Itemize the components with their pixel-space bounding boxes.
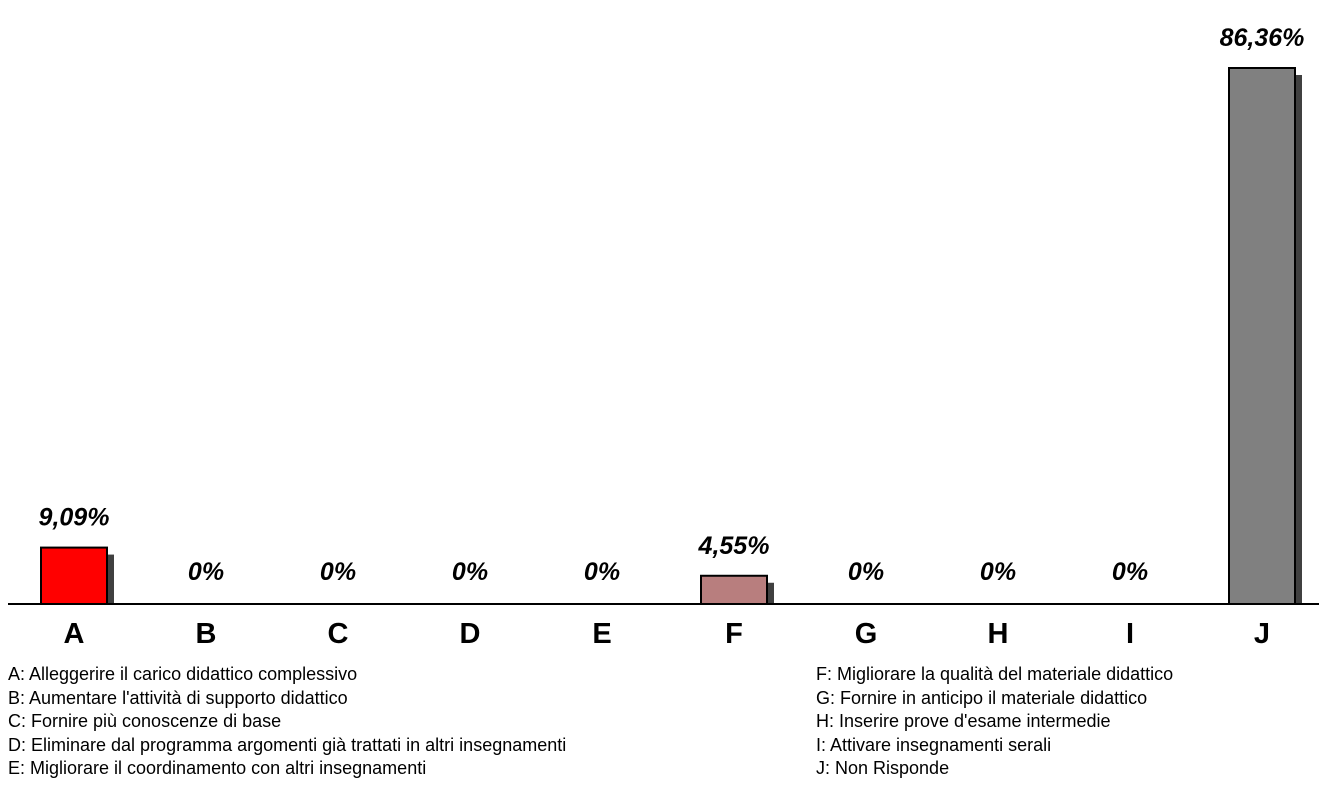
category-label-b: B: [196, 618, 217, 650]
bar-j: [1228, 67, 1296, 605]
value-label-e: 0%: [584, 558, 620, 586]
category-label-h: H: [988, 618, 1009, 650]
category-label-a: A: [64, 618, 85, 650]
legend-item-g: G: Fornire in anticipo il materiale dida…: [816, 687, 1148, 708]
category-label-j: J: [1254, 618, 1270, 650]
value-label-j: 86,36%: [1220, 24, 1305, 52]
legend-left: A: Alleggerire il carico didattico compl…: [8, 663, 566, 781]
category-label-d: D: [460, 618, 481, 650]
value-label-h: 0%: [980, 558, 1016, 586]
legend-item-c: C: Fornire più conoscenze di base: [8, 711, 282, 731]
legend-item-j: J: Non Risponde: [816, 758, 950, 778]
legend-item-d: D: Eliminare dal programma argomenti già…: [8, 734, 567, 755]
category-label-e: E: [592, 618, 611, 650]
category-label-c: C: [328, 618, 349, 650]
legend-item-b: B: Aumentare l'attività di supporto dida…: [8, 687, 348, 708]
legend-item-i: I: Attivare insegnamenti serali: [816, 734, 1052, 755]
value-label-b: 0%: [188, 558, 224, 586]
legend-item-e: E: Migliorare il coordinamento con altri…: [8, 758, 427, 778]
legend-right: F: Migliorare la qualità del materiale d…: [816, 663, 1173, 781]
bar-f: [700, 574, 768, 605]
category-label-f: F: [725, 618, 743, 650]
category-label-i: I: [1126, 618, 1134, 650]
bar-chart: 9,09% 0% 0% 0% 0% 4,55% 0% 0% 0% 86,36% A B C D E F G H I…: [8, 24, 1319, 650]
value-label-f: 4,55%: [698, 532, 770, 560]
legend-item-a: A: Alleggerire il carico didattico compl…: [8, 664, 358, 684]
value-label-i: 0%: [1112, 558, 1148, 586]
value-label-d: 0%: [452, 558, 488, 586]
value-label-g: 0%: [848, 558, 884, 586]
category-label-g: G: [855, 618, 878, 650]
value-label-c: 0%: [320, 558, 356, 586]
value-label-a: 9,09%: [39, 504, 110, 532]
legend-item-f: F: Migliorare la qualità del materiale d…: [816, 664, 1174, 684]
legend-item-h: H: Inserire prove d'esame intermedie: [816, 711, 1111, 731]
bar-a: [40, 546, 108, 605]
